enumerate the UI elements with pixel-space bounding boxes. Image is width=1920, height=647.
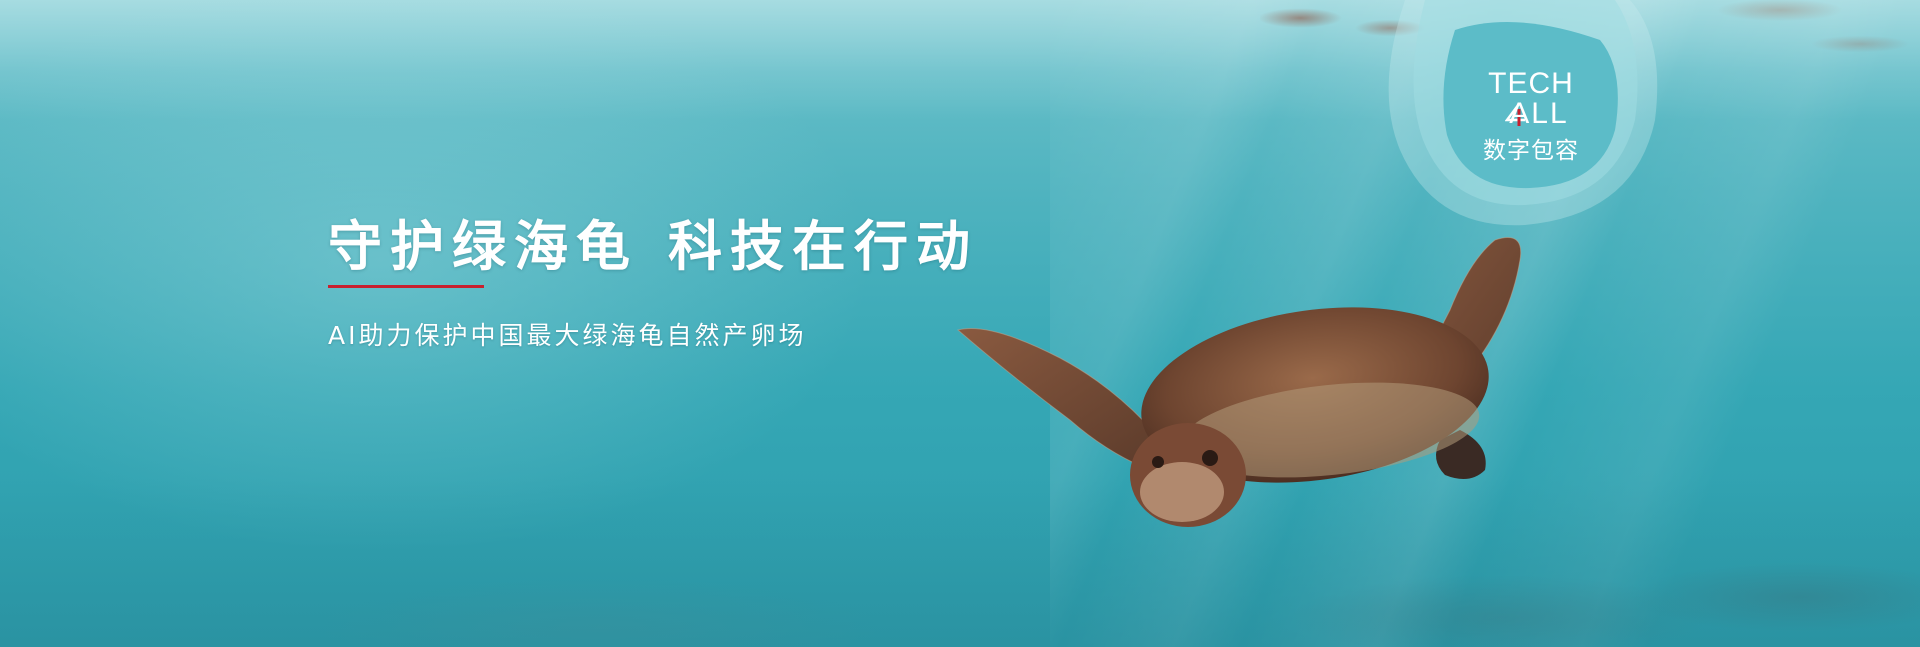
sea-turtle-icon: [956, 237, 1522, 527]
logo-tech-text: TECH: [1488, 67, 1574, 100]
headline-underline: [328, 285, 484, 288]
seabed: [0, 477, 1920, 647]
headline-part-1: 守护绿海龟: [328, 215, 638, 278]
tech4all-logo[interactable]: TECH ALL 数字包容: [1365, 0, 1665, 235]
logo-all-text: ALL: [1509, 97, 1569, 130]
logo-chinese-text: 数字包容: [1483, 138, 1579, 164]
banner-subheadline: AI助力保护中国最大绿海龟自然产卵场: [328, 321, 807, 350]
logo-badge-shape: [1388, 0, 1658, 226]
banner-headline: 守护绿海龟 科技在行动: [328, 213, 978, 281]
logo-four-icon: [1505, 103, 1525, 126]
headline-part-2: 科技在行动: [668, 215, 978, 278]
